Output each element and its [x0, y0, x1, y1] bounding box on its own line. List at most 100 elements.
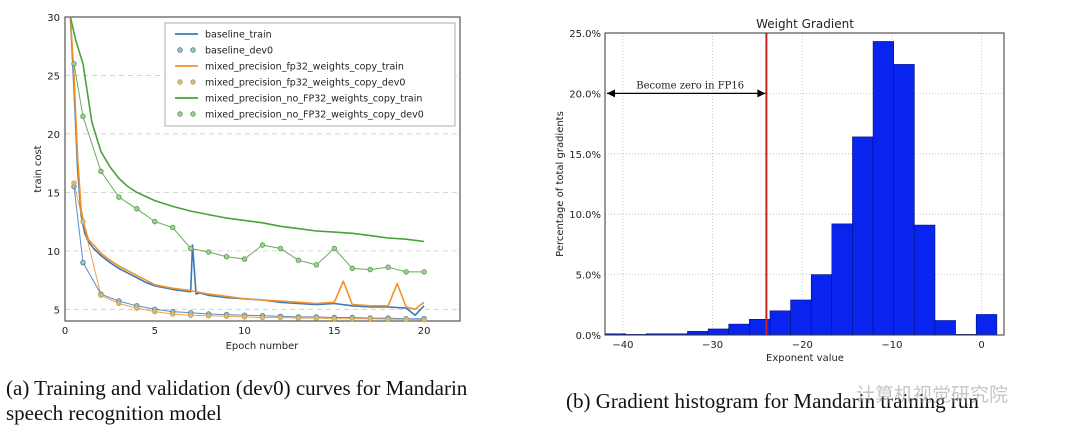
chart-a-ytick: 30	[47, 13, 60, 24]
histogram-bar	[872, 41, 895, 336]
caption-b: (b) Gradient histogram for Mandarin trai…	[566, 389, 1071, 414]
series-mixed-precision-no-fp32-weights-copy-dev0-point	[80, 113, 86, 120]
chart-b-ytick: 0.0%	[576, 331, 601, 342]
histogram-bar	[790, 299, 812, 336]
chart-b-ytick: 20.0%	[569, 89, 601, 100]
chart-a-ytick: 10	[47, 247, 60, 258]
series-mixed-precision-no-fp32-weights-copy-dev0-point	[259, 242, 266, 248]
chart-a-ytick: 25	[47, 71, 60, 82]
legend-label: mixed_precision_fp32_weights_copy_dev0	[205, 78, 405, 89]
legend-swatch	[177, 111, 183, 117]
chart-b-xtick: −10	[881, 340, 902, 351]
series-mixed-precision-fp32-weights-copy-dev0-point	[277, 314, 284, 321]
chart-a-ytick: 5	[54, 305, 60, 316]
chart-b-ytick: 25.0%	[569, 29, 601, 40]
chart-a-xtick: 10	[238, 326, 251, 337]
caption-a-line2: speech recognition model	[6, 401, 222, 425]
series-mixed-precision-no-fp32-weights-copy-dev0-point	[367, 266, 373, 273]
caption-b-line1: (b) Gradient histogram for Mandarin trai…	[566, 389, 979, 413]
series-mixed-precision-fp32-weights-copy-dev0-point	[295, 315, 302, 321]
series-baseline-train	[69, 16, 425, 317]
annotation-label: Become zero in FP16	[636, 80, 744, 91]
series-mixed-precision-fp32-weights-copy-dev0-point	[71, 180, 77, 186]
chart-a-xtick: 15	[328, 326, 341, 337]
series-mixed-precision-no-fp32-weights-copy-dev0-point	[385, 264, 391, 270]
chart-b-ylabel: Percentage of total gradients	[555, 111, 566, 257]
series-mixed-precision-fp32-weights-copy-dev0-point	[223, 313, 230, 320]
chart-a-xtick: 20	[418, 326, 431, 337]
chart-b-axes-frame	[604, 32, 1005, 336]
legend-label: mixed_precision_no_FP32_weights_copy_dev…	[205, 110, 424, 121]
chart-b-ytick: 15.0%	[569, 150, 601, 161]
series-mixed-precision-no-fp32-weights-copy-dev0-point	[187, 245, 194, 252]
series-mixed-precision-no-fp32-weights-copy-dev0-point	[71, 61, 77, 67]
series-mixed-precision-fp32-weights-copy-dev0-point	[241, 314, 248, 320]
histogram-bar	[707, 328, 730, 336]
series-mixed-precision-no-fp32-weights-copy-train	[69, 16, 425, 243]
series-mixed-precision-fp32-weights-copy-dev0-point	[80, 218, 86, 225]
series-mixed-precision-fp32-weights-copy-train	[69, 16, 425, 311]
watermark-text: 计算机视觉研究院	[856, 384, 1009, 406]
series-mixed-precision-fp32-weights-copy-dev0-point	[421, 317, 427, 323]
series-mixed-precision-no-fp32-weights-copy-dev0-point	[205, 249, 212, 255]
series-mixed-precision-fp32-weights-copy-dev0-point	[134, 305, 140, 311]
series-mixed-precision-no-fp32-weights-copy-dev0-point	[223, 253, 230, 260]
legend-swatch	[190, 79, 196, 85]
series-mixed-precision-no-fp32-weights-copy-dev0-point	[421, 269, 427, 275]
chart-b-xtick: −40	[612, 340, 633, 351]
caption-a: (a) Training and validation (dev0) curve…	[6, 376, 546, 426]
series-mixed-precision-fp32-weights-copy-dev0-point	[98, 292, 104, 298]
series-mixed-precision-fp32-weights-copy-dev0-point	[187, 312, 194, 318]
histogram-bar	[687, 331, 709, 336]
series-baseline-dev0-point	[80, 259, 86, 266]
series-mixed-precision-fp32-weights-copy-dev0-point	[259, 314, 266, 321]
series-mixed-precision-no-fp32-weights-copy-dev0-point	[403, 269, 409, 275]
series-mixed-precision-fp32-weights-copy-dev0-point	[331, 315, 338, 322]
histogram-bar	[852, 136, 874, 336]
chart-b-xtick: 0	[978, 340, 984, 351]
legend-swatch	[177, 47, 183, 53]
histogram-bar	[934, 320, 956, 336]
chart-b-ytick: 5.0%	[576, 271, 601, 282]
series-mixed-precision-no-fp32-weights-copy-dev0-point	[277, 245, 284, 252]
series-mixed-precision-no-fp32-weights-copy-dev0-point	[295, 257, 302, 263]
series-mixed-precision-fp32-weights-copy-dev0-point	[349, 315, 355, 322]
series-mixed-precision-fp32-weights-copy-dev0-point	[403, 316, 409, 322]
chart-a-xtick: 5	[152, 326, 158, 337]
gradient-histogram-chart: Weight Gradient Become zero in FP16 −40 −…	[555, 17, 1005, 364]
histogram-bar	[728, 323, 750, 336]
series-mixed-precision-no-fp32-weights-copy-dev0-point	[134, 206, 140, 212]
series-mixed-precision-fp32-weights-copy-dev0-point	[170, 311, 176, 317]
histogram-bar	[769, 310, 791, 336]
chart-b-xtick: −30	[702, 340, 723, 351]
annotation-arrowhead-right	[757, 89, 766, 98]
series-mixed-precision-no-fp32-weights-copy-dev0-point	[313, 262, 320, 268]
series-mixed-precision-no-fp32-weights-copy-dev0-point	[170, 224, 176, 231]
chart-b-ytick: 10.0%	[569, 210, 601, 221]
chart-b-title: Weight Gradient	[756, 17, 854, 31]
chart-a-axes-frame	[64, 16, 461, 322]
series-mixed-precision-no-fp32-weights-copy-dev0-point	[349, 265, 355, 272]
legend-swatch	[177, 79, 183, 85]
series-mixed-precision-no-fp32-weights-copy-dev0-point	[116, 194, 122, 200]
histogram-bar	[810, 274, 833, 336]
series-mixed-precision-fp32-weights-copy-dev0-point	[385, 316, 391, 322]
chart-b-xlabel: Exponent value	[766, 353, 844, 364]
legend-label: baseline_dev0	[205, 46, 273, 57]
series-mixed-precision-no-fp32-weights-copy-dev0-point	[241, 256, 248, 262]
histogram-bar	[893, 64, 915, 336]
series-mixed-precision-fp32-weights-copy-dev0-point	[152, 308, 158, 315]
histogram-bar	[975, 314, 998, 336]
chart-a-legend: baseline_train baseline_dev0 mixed_precisi…	[164, 22, 456, 127]
chart-b-xtick: −20	[792, 340, 813, 351]
legend-label: mixed_precision_no_FP32_weights_copy_tra…	[205, 94, 422, 105]
chart-a-ytick: 15	[47, 188, 60, 199]
annotation-arrowhead-left	[607, 89, 615, 98]
chart-a-xtick: 0	[62, 326, 68, 337]
legend-label: baseline_train	[205, 30, 272, 41]
series-mixed-precision-fp32-weights-copy-dev0-point	[205, 313, 212, 319]
series-mixed-precision-fp32-weights-copy-dev0-point	[313, 315, 320, 321]
caption-a-line1: (a) Training and validation (dev0) curve…	[6, 376, 468, 400]
series-mixed-precision-fp32-weights-copy-dev0-point	[116, 300, 122, 307]
